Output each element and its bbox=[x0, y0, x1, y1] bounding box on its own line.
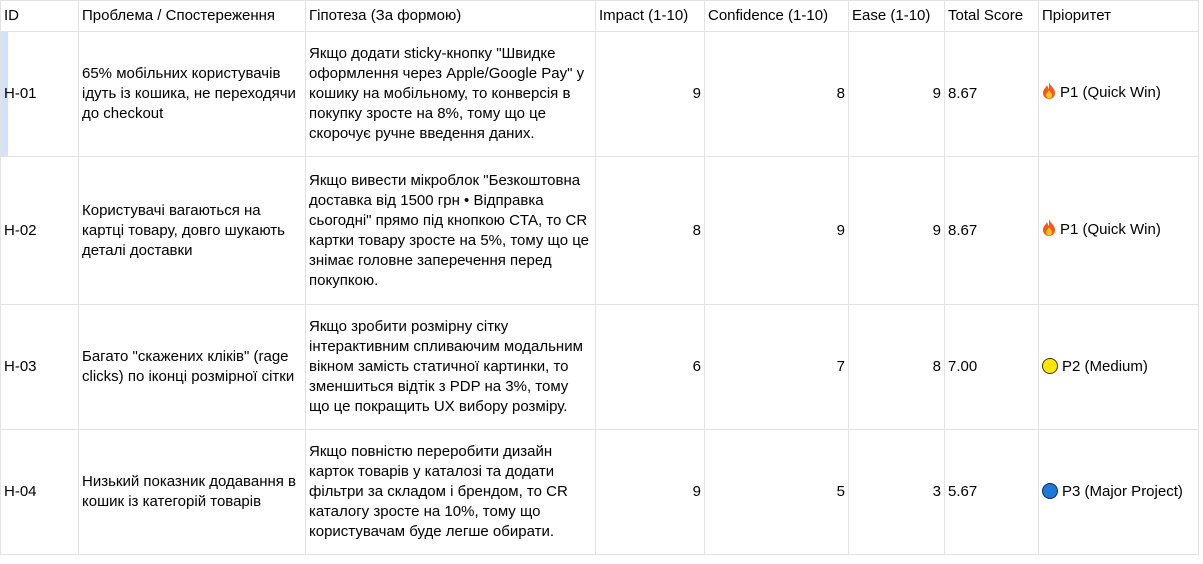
cell-priority[interactable]: P2 (Medium) bbox=[1038, 304, 1199, 430]
header-cell-confidence[interactable]: Confidence (1-10) bbox=[704, 0, 849, 32]
cell-hypothesis[interactable]: Якщо повністю переробити дизайн карток т… bbox=[305, 429, 596, 555]
cell-hypothesis[interactable]: Якщо додати sticky-кнопку "Швидке оформл… bbox=[305, 31, 596, 157]
yellow-circle-icon bbox=[1042, 358, 1058, 374]
cell-id[interactable]: H-02 bbox=[0, 156, 79, 305]
cell-priority[interactable]: P3 (Major Project) bbox=[1038, 429, 1199, 555]
cell-total-score[interactable]: 7.00 bbox=[944, 304, 1039, 430]
cell-impact[interactable]: 9 bbox=[595, 31, 705, 157]
cell-hypothesis[interactable]: Якщо зробити розмірну сітку інтерактивни… bbox=[305, 304, 596, 430]
cell-id[interactable]: H-04 bbox=[0, 429, 79, 555]
table-row: H-01 65% мобільних користувачів ідуть із… bbox=[0, 31, 1199, 157]
header-row: ID Проблема / Спостереження Гіпотеза (За… bbox=[0, 0, 1199, 32]
cell-priority[interactable]: P1 (Quick Win) bbox=[1038, 31, 1199, 157]
cell-impact[interactable]: 6 bbox=[595, 304, 705, 430]
cell-ease[interactable]: 9 bbox=[848, 31, 945, 157]
cell-problem[interactable]: Користувачі вагаються на картці товару, … bbox=[78, 156, 306, 305]
cell-ease[interactable]: 3 bbox=[848, 429, 945, 555]
fire-icon bbox=[1042, 82, 1056, 106]
cell-priority[interactable]: P1 (Quick Win) bbox=[1038, 156, 1199, 305]
table-row: H-02 Користувачі вагаються на картці тов… bbox=[0, 156, 1199, 305]
blue-circle-icon bbox=[1042, 483, 1058, 499]
header-cell-hypothesis[interactable]: Гіпотеза (За формою) bbox=[305, 0, 596, 32]
cell-confidence[interactable]: 8 bbox=[704, 31, 849, 157]
cell-ease[interactable]: 8 bbox=[848, 304, 945, 430]
header-cell-id[interactable]: ID bbox=[0, 0, 79, 32]
cell-problem[interactable]: Низький показник додавання в кошик із ка… bbox=[78, 429, 306, 555]
cell-impact[interactable]: 9 bbox=[595, 429, 705, 555]
priority-label: P2 (Medium) bbox=[1062, 358, 1148, 375]
cell-problem[interactable]: 65% мобільних користувачів ідуть із коши… bbox=[78, 31, 306, 157]
cell-ease[interactable]: 9 bbox=[848, 156, 945, 305]
priority-label: P3 (Major Project) bbox=[1062, 483, 1183, 500]
header-cell-impact[interactable]: Impact (1-10) bbox=[595, 0, 705, 32]
cell-id[interactable]: H-03 bbox=[0, 304, 79, 430]
cell-id[interactable]: H-01 bbox=[0, 31, 79, 157]
cell-total-score[interactable]: 8.67 bbox=[944, 156, 1039, 305]
cell-confidence[interactable]: 5 bbox=[704, 429, 849, 555]
header-cell-total-score[interactable]: Total Score bbox=[944, 0, 1039, 32]
header-cell-problem[interactable]: Проблема / Спостереження bbox=[78, 0, 306, 32]
cell-confidence[interactable]: 7 bbox=[704, 304, 849, 430]
header-cell-priority[interactable]: Пріоритет bbox=[1038, 0, 1199, 32]
header-cell-ease[interactable]: Ease (1-10) bbox=[848, 0, 945, 32]
table-row: H-03 Багато "скажених кліків" (rage clic… bbox=[0, 304, 1199, 430]
cell-problem[interactable]: Багато "скажених кліків" (rage clicks) п… bbox=[78, 304, 306, 430]
priority-label: P1 (Quick Win) bbox=[1060, 84, 1161, 101]
table-row: H-04 Низький показник додавання в кошик … bbox=[0, 429, 1199, 555]
cell-confidence[interactable]: 9 bbox=[704, 156, 849, 305]
priority-label: P1 (Quick Win) bbox=[1060, 220, 1161, 238]
cell-total-score[interactable]: 5.67 bbox=[944, 429, 1039, 555]
cell-hypothesis[interactable]: Якщо вивести мікроблок "Безкоштовна дост… bbox=[305, 156, 596, 305]
cell-impact[interactable]: 8 bbox=[595, 156, 705, 305]
fire-icon bbox=[1042, 218, 1056, 243]
cell-total-score[interactable]: 8.67 bbox=[944, 31, 1039, 157]
